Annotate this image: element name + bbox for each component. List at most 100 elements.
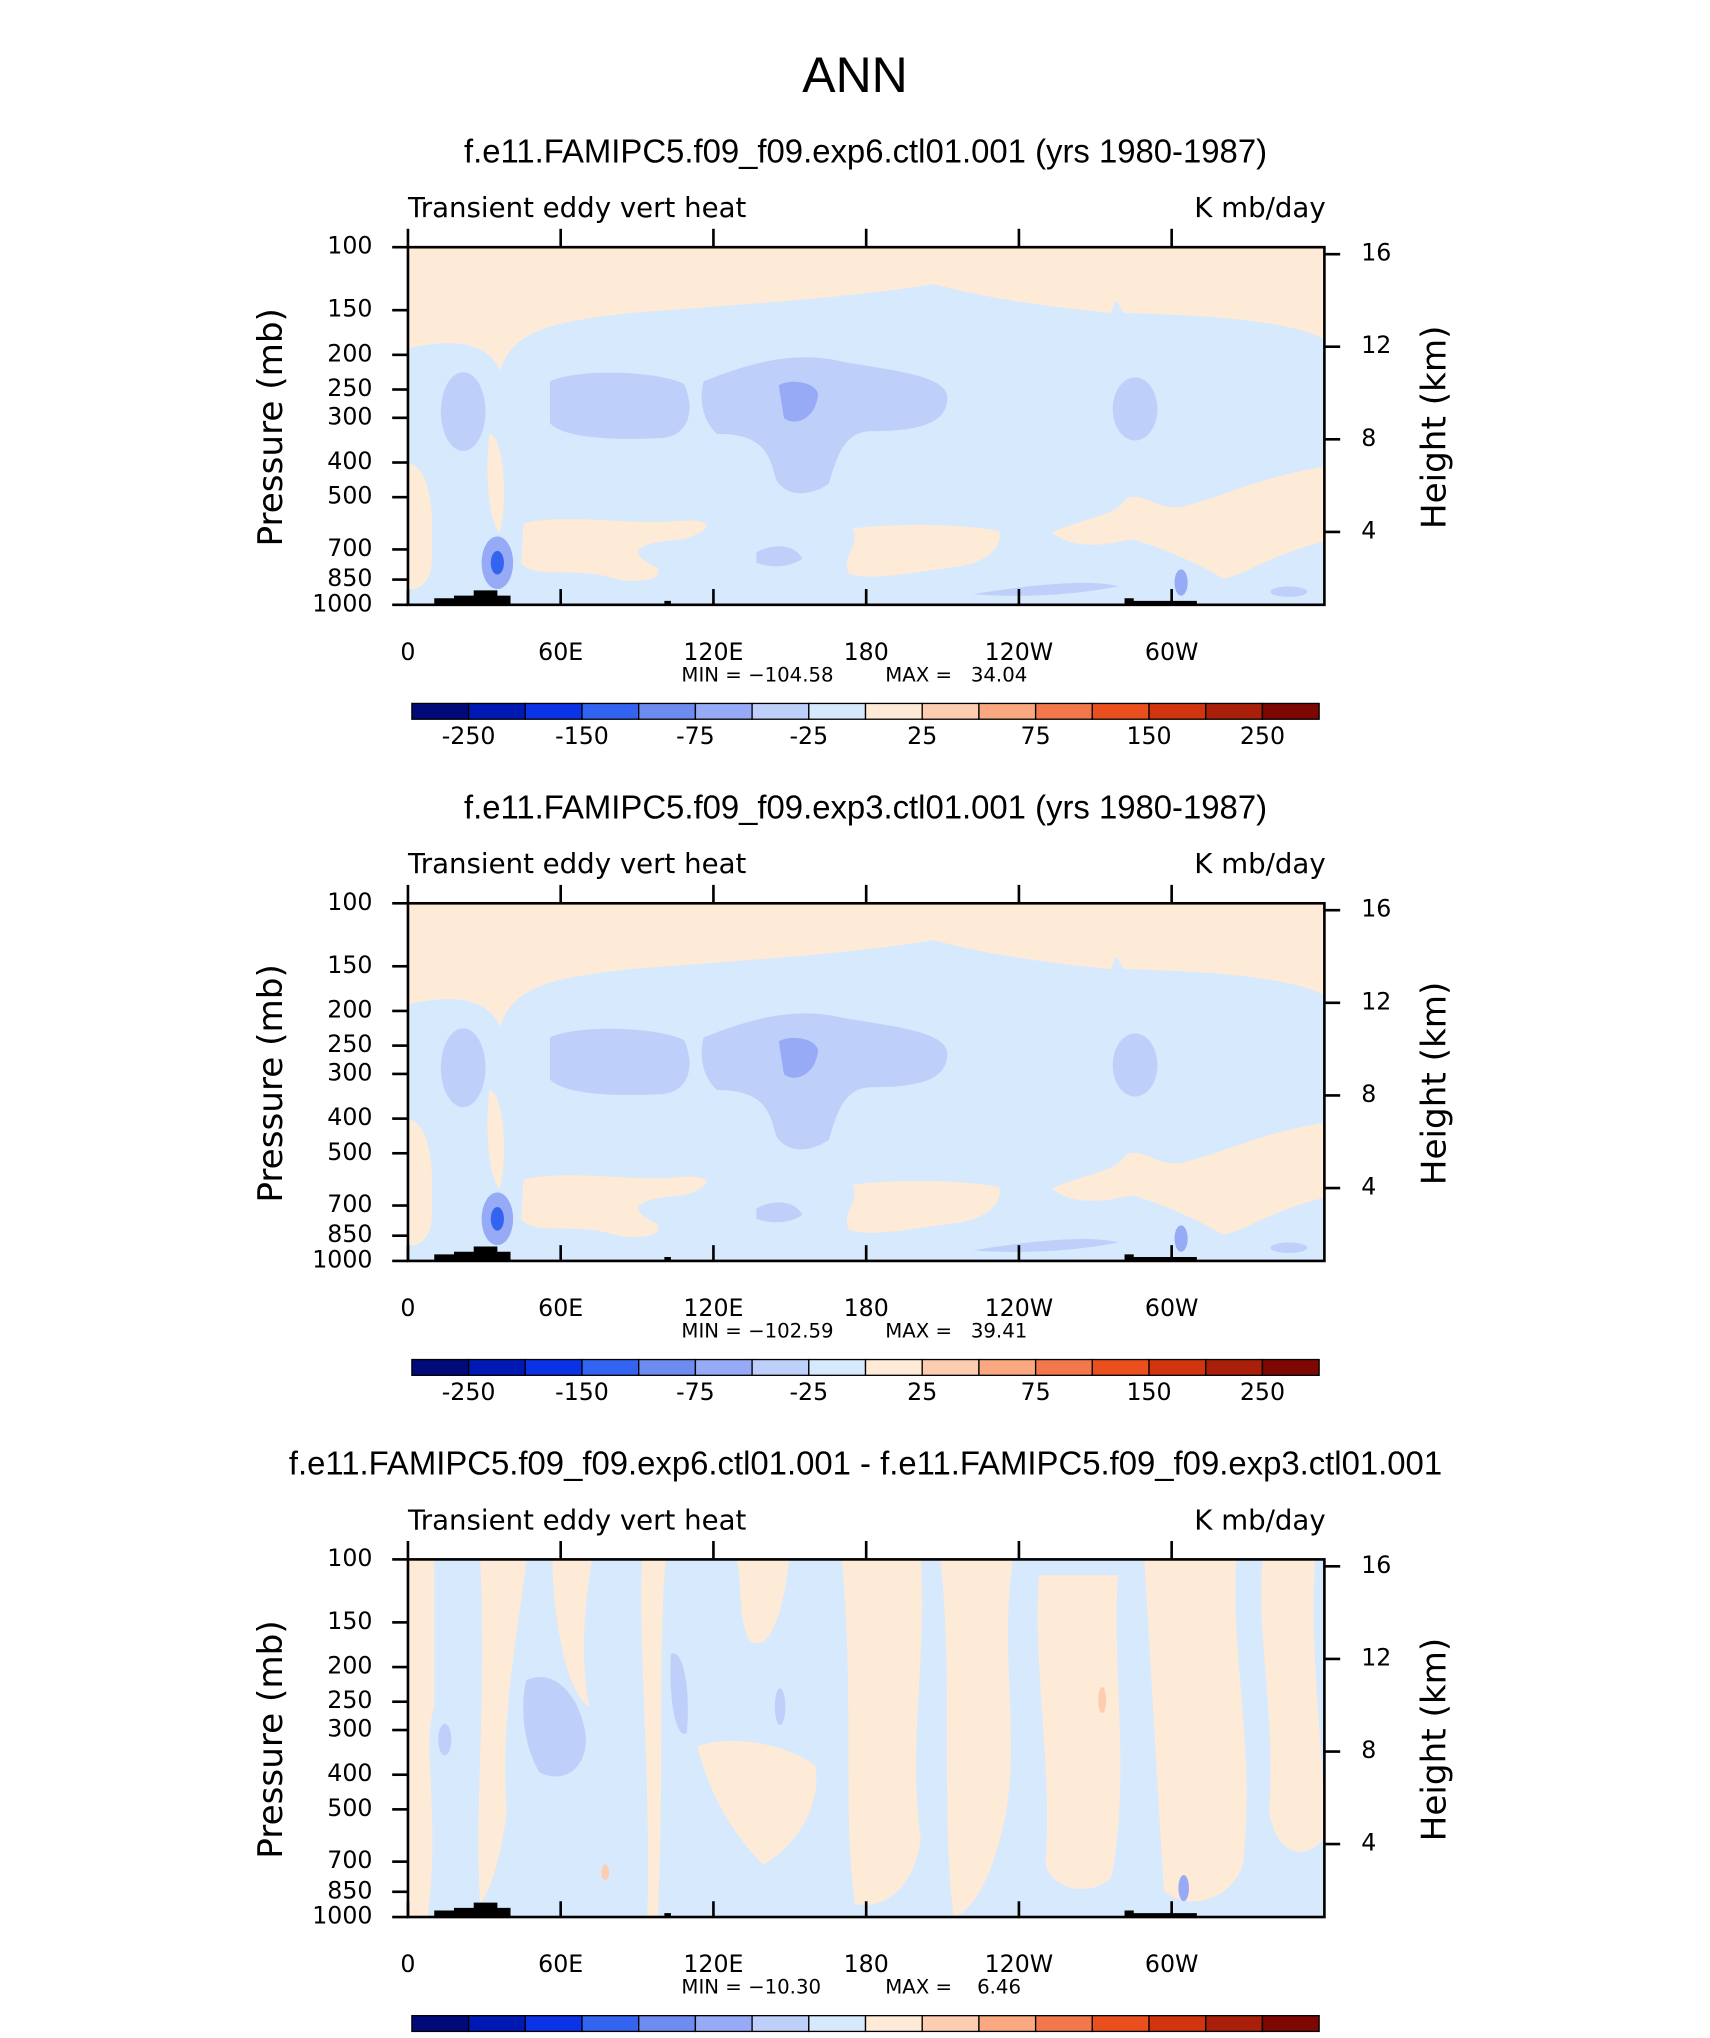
colorbar-box bbox=[1091, 1358, 1150, 1376]
colorbar-label: 75 bbox=[1021, 1378, 1051, 1406]
colorbar-box bbox=[411, 702, 470, 720]
panel-fields bbox=[407, 1559, 1325, 1918]
colorbar-box bbox=[1205, 702, 1264, 720]
x-tick-label: 0 bbox=[400, 638, 415, 666]
x-tick-label: 0 bbox=[400, 1950, 415, 1978]
colorbar-label: -250 bbox=[442, 1378, 496, 1406]
colorbar-box bbox=[1261, 1358, 1320, 1376]
right-label: K mb/day bbox=[1194, 847, 1325, 880]
colorbar-box bbox=[978, 2014, 1037, 2033]
right-label: K mb/day bbox=[1194, 191, 1325, 224]
y-tick-label: 1000 bbox=[312, 1902, 372, 1930]
colorbar-box bbox=[921, 1358, 980, 1376]
colorbar-box bbox=[581, 702, 640, 720]
y-tick-label: 200 bbox=[327, 339, 372, 367]
y-tick-label: 100 bbox=[327, 1544, 372, 1572]
colorbar-box bbox=[524, 702, 583, 720]
y-tick-label: 850 bbox=[327, 1220, 372, 1248]
colorbar-box bbox=[1034, 1358, 1093, 1376]
colorbar-label: 150 bbox=[1126, 1378, 1171, 1406]
colorbar-label: 10 bbox=[964, 2034, 994, 2038]
x-tick-label: 60W bbox=[1145, 1294, 1198, 1322]
x-tick-label: 120E bbox=[683, 1294, 743, 1322]
y-tick-label: 250 bbox=[327, 1030, 372, 1058]
x-tick-label: 120E bbox=[683, 638, 743, 666]
y2-tick-label: 16 bbox=[1361, 895, 1391, 923]
colorbar-label: 75 bbox=[1021, 722, 1051, 750]
colorbar-box bbox=[638, 702, 697, 720]
colorbar-box bbox=[638, 2014, 697, 2033]
colorbar-box bbox=[1091, 702, 1150, 720]
y-tick-label: 1000 bbox=[312, 1245, 372, 1273]
y-tick-label: 400 bbox=[327, 1103, 372, 1131]
min-text: MIN = −104.58 bbox=[681, 663, 833, 686]
colorbar-box bbox=[524, 2014, 583, 2033]
x-tick-label: 180 bbox=[844, 638, 889, 666]
y2-axis-label: Height (km) bbox=[1415, 982, 1455, 1186]
colorbar-label: 25 bbox=[907, 722, 937, 750]
colorbar-label: -40 bbox=[619, 2034, 658, 2038]
colorbar-box bbox=[1261, 2014, 1320, 2033]
colorbar-label: -150 bbox=[555, 1378, 609, 1406]
colorbar-label: -150 bbox=[555, 722, 609, 750]
colorbar-box bbox=[751, 1358, 810, 1376]
contour-field bbox=[407, 1559, 1325, 1918]
colorbar-box bbox=[411, 2014, 470, 2033]
x-tick-label: 120W bbox=[985, 638, 1054, 666]
y-tick-label: 500 bbox=[327, 1138, 372, 1166]
colorbar-box bbox=[581, 1358, 640, 1376]
y-tick-label: 700 bbox=[327, 1190, 372, 1218]
min-text: MIN = −10.30 bbox=[681, 1976, 821, 1999]
panel: f.e11.FAMIPC5.f09_f09.exp3.ctl01.001 (yr… bbox=[251, 789, 1455, 1407]
y2-tick-label: 16 bbox=[1361, 239, 1391, 267]
y-tick-label: 850 bbox=[327, 564, 372, 592]
x-tick-label: 0 bbox=[400, 1294, 415, 1322]
y-axis-label: Pressure (mb) bbox=[251, 308, 291, 546]
colorbar-box bbox=[864, 702, 923, 720]
right-label: K mb/day bbox=[1194, 1503, 1325, 1536]
y2-tick-label: 8 bbox=[1361, 1080, 1376, 1108]
y-tick-label: 1000 bbox=[312, 589, 372, 617]
y-tick-label: 150 bbox=[327, 295, 372, 323]
y2-axis-label: Height (km) bbox=[1415, 326, 1455, 530]
panel: f.e11.FAMIPC5.f09_f09.exp6.ctl01.001 - f… bbox=[251, 1445, 1455, 2038]
colorbar-box bbox=[581, 2014, 640, 2033]
y-tick-label: 850 bbox=[327, 1876, 372, 1904]
colorbar-box bbox=[1205, 1358, 1264, 1376]
x-tick-label: 120E bbox=[683, 1950, 743, 1978]
colorbar-box bbox=[751, 2014, 810, 2033]
colorbar-box bbox=[808, 702, 867, 720]
colorbar-label: -25 bbox=[789, 722, 828, 750]
max-text: MAX = 34.04 bbox=[885, 663, 1027, 686]
y2-tick-label: 12 bbox=[1361, 331, 1391, 359]
colorbar-label: 150 bbox=[1126, 722, 1171, 750]
y2-tick-label: 8 bbox=[1361, 1736, 1376, 1764]
panel-title: f.e11.FAMIPC5.f09_f09.exp3.ctl01.001 (yr… bbox=[464, 789, 1267, 826]
colorbar-label: 25 bbox=[907, 1378, 937, 1406]
y-tick-label: 100 bbox=[327, 232, 372, 260]
colorbar-box bbox=[1034, 702, 1093, 720]
colorbar-label: 80 bbox=[1191, 2034, 1221, 2038]
colorbar-box bbox=[467, 1358, 526, 1376]
x-tick-label: 120W bbox=[985, 1950, 1054, 1978]
y-axis-label: Pressure (mb) bbox=[251, 1620, 291, 1858]
colorbar-box bbox=[978, 1358, 1037, 1376]
colorbar-box bbox=[921, 702, 980, 720]
min-text: MIN = −102.59 bbox=[681, 1319, 833, 1342]
left-label: Transient eddy vert heat bbox=[407, 191, 747, 224]
max-text: MAX = 39.41 bbox=[885, 1319, 1027, 1342]
left-label: Transient eddy vert heat bbox=[407, 847, 747, 880]
x-tick-label: 180 bbox=[844, 1950, 889, 1978]
x-tick-label: 60E bbox=[538, 1950, 583, 1978]
y2-tick-label: 16 bbox=[1361, 1551, 1391, 1579]
colorbar-box bbox=[808, 2014, 867, 2033]
panel-title: f.e11.FAMIPC5.f09_f09.exp6.ctl01.001 (yr… bbox=[464, 133, 1267, 170]
colorbar-box bbox=[467, 2014, 526, 2033]
x-tick-label: 60E bbox=[538, 638, 583, 666]
colorbar-label: -25 bbox=[789, 1378, 828, 1406]
y-tick-label: 500 bbox=[327, 482, 372, 510]
colorbar-box bbox=[864, 1358, 923, 1376]
contour-field bbox=[407, 247, 1325, 605]
